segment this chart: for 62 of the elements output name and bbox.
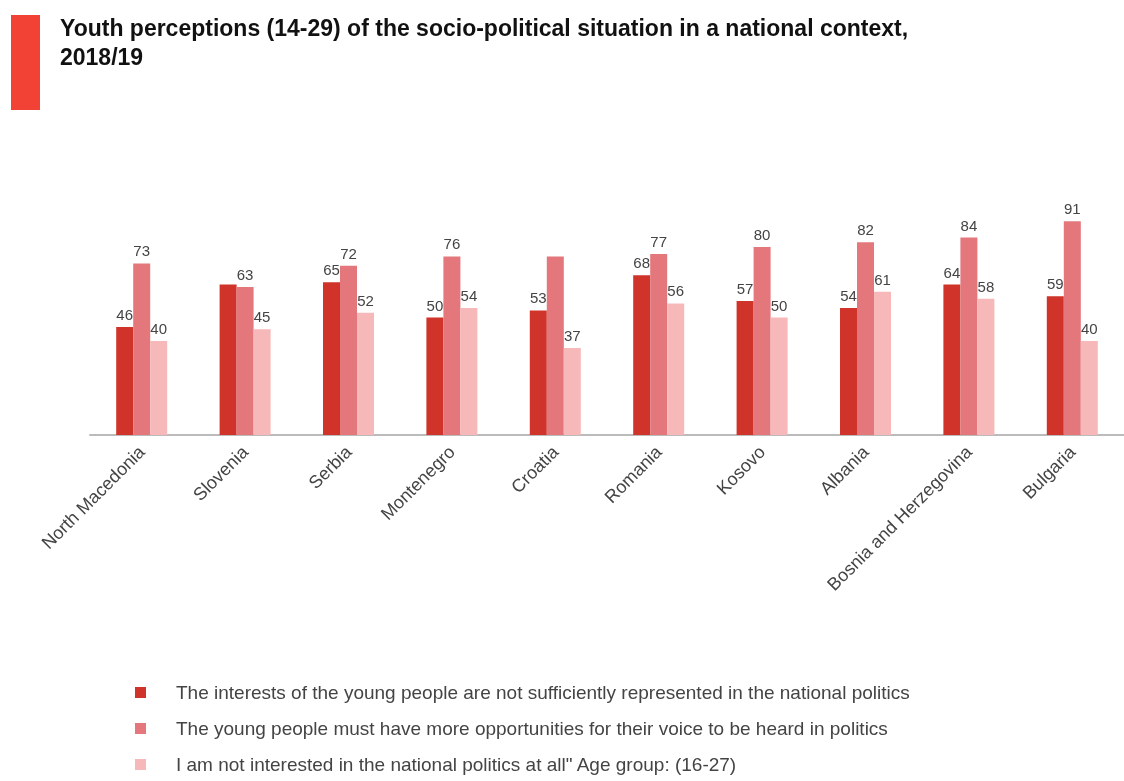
legend-label: The interests of the young people are not sufficiently represented in the national politics <box>176 682 910 703</box>
bar <box>960 237 978 435</box>
data-label: 91 <box>1063 200 1081 218</box>
bar <box>460 308 478 435</box>
data-label: 82 <box>857 221 874 239</box>
bar <box>977 298 995 435</box>
data-label: 63 <box>236 265 254 283</box>
legend-label: The young people must have more opportunities for their voice to be heard in politics <box>176 718 888 739</box>
bar <box>857 242 874 435</box>
bar <box>443 256 461 435</box>
data-label: 57 <box>736 280 754 298</box>
bar <box>633 275 651 435</box>
bar <box>736 301 754 435</box>
legend-label: I am not interested in the national politics at all" Age group: (16-27) <box>176 754 737 775</box>
bar <box>770 317 788 435</box>
data-label: 68 <box>633 254 651 272</box>
bar <box>323 282 340 435</box>
data-label: 76 <box>443 235 461 253</box>
data-label: 58 <box>977 277 995 295</box>
data-label: 40 <box>1080 320 1098 337</box>
data-label: 50 <box>426 296 444 314</box>
bar <box>150 341 168 435</box>
data-label: 84 <box>960 216 978 234</box>
data-label: 56 <box>667 282 685 300</box>
bar <box>667 303 685 435</box>
data-label: 72 <box>340 244 357 262</box>
bar <box>529 310 547 435</box>
data-label: 37 <box>563 327 581 345</box>
bar <box>943 284 961 435</box>
data-label: 80 <box>753 226 771 243</box>
data-label: 59 <box>1046 275 1064 293</box>
bar <box>753 247 771 435</box>
bar <box>1063 221 1081 435</box>
bar <box>563 348 581 435</box>
data-label: 54 <box>460 287 478 305</box>
data-label: 77 <box>650 233 668 251</box>
data-label: 46 <box>116 305 134 323</box>
bar <box>874 291 891 435</box>
data-label: 50 <box>770 296 788 314</box>
chart-title: Youth perceptions (14-29) of the socio-political situation in a national context, 2018/19 <box>60 14 910 72</box>
data-label: 61 <box>874 270 891 288</box>
bar <box>357 312 374 435</box>
bar <box>253 329 271 435</box>
bar <box>650 254 668 435</box>
bar <box>116 326 134 435</box>
bar <box>1046 296 1064 435</box>
bar <box>546 256 564 435</box>
bar <box>840 308 857 435</box>
bar <box>426 317 444 435</box>
data-label: 45 <box>253 308 271 326</box>
bar <box>236 286 254 435</box>
bar <box>1080 341 1098 435</box>
bar <box>340 265 357 435</box>
data-label: 53 <box>529 289 547 307</box>
bar <box>219 284 237 435</box>
data-label: 52 <box>357 291 374 309</box>
data-label: 65 <box>323 261 340 279</box>
data-label: 73 <box>133 242 151 260</box>
data-label: 54 <box>840 287 857 305</box>
bar <box>133 263 151 435</box>
data-label: 64 <box>943 263 961 281</box>
data-label: 40 <box>150 320 168 337</box>
